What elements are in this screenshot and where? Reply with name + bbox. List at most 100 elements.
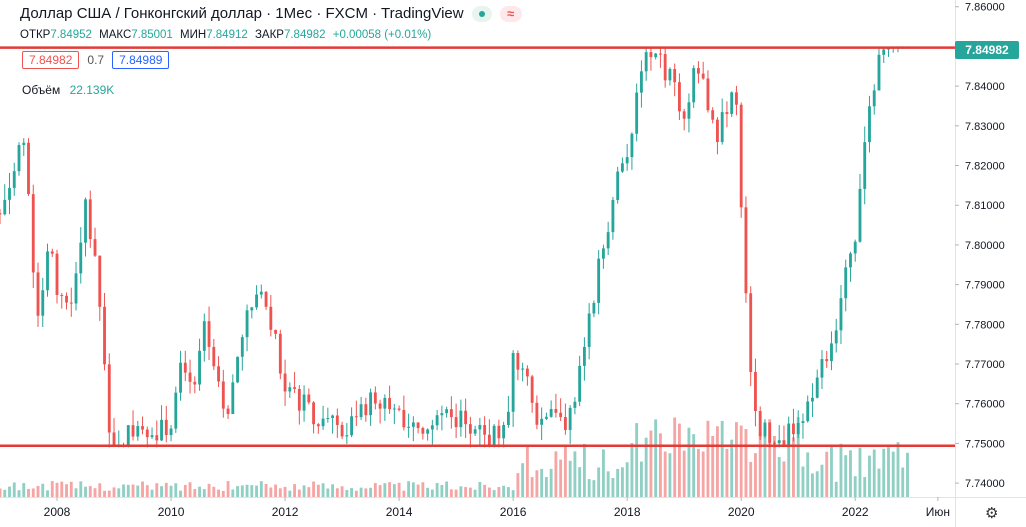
candle-body — [107, 364, 111, 433]
volume-bar — [516, 473, 520, 497]
candle-body — [392, 408, 396, 410]
volume-bar — [768, 419, 772, 497]
volume-bar — [416, 484, 420, 497]
volume-bar — [896, 442, 900, 497]
volume-bar — [497, 487, 501, 497]
volume-bar — [868, 455, 871, 497]
volume-bar — [46, 490, 49, 497]
volume-bar — [801, 466, 805, 497]
candle-body — [616, 171, 620, 201]
candle-body — [340, 424, 344, 437]
candle-body — [283, 373, 287, 392]
candle-body — [354, 416, 358, 418]
volume-bar — [611, 478, 615, 497]
volume-bar — [872, 449, 876, 497]
candle-body — [701, 73, 705, 79]
volume-bar — [815, 471, 819, 497]
candle-body — [678, 82, 681, 112]
market-status-icon[interactable] — [471, 5, 492, 22]
candle-body — [578, 365, 582, 402]
close-label: ЗАКР — [254, 29, 284, 41]
wave-icon[interactable]: ≈ — [499, 5, 522, 22]
candle-body — [236, 356, 239, 383]
time-tick-label: 2008 — [44, 505, 71, 519]
chart-title: Доллар США / Гонконгский доллар · 1Мес ·… — [20, 5, 464, 22]
volume-bar — [720, 420, 724, 497]
volume-bar — [36, 485, 40, 497]
volume-bar — [559, 459, 563, 497]
volume-bar — [307, 487, 311, 497]
volume-bar — [459, 486, 463, 497]
volume-bar — [117, 488, 121, 497]
candle-body — [388, 397, 392, 410]
candle-body — [549, 408, 553, 417]
volume-bar — [544, 477, 548, 497]
volume-bar — [55, 482, 59, 497]
price-tick-label: 7.86000 — [965, 2, 1005, 14]
volume-bar — [122, 484, 125, 497]
candle-body — [820, 359, 824, 378]
price-tick-label: 7.84000 — [965, 81, 1005, 93]
volume-bar — [711, 435, 715, 497]
volume-bar — [27, 488, 30, 497]
volume-bar — [435, 482, 439, 497]
candle-body — [12, 171, 16, 188]
volume-bar — [568, 460, 572, 497]
volume-bar — [150, 489, 154, 497]
volume-bar — [597, 467, 601, 497]
candle-body — [293, 387, 297, 389]
volume-bar — [84, 486, 87, 497]
candle-body — [245, 310, 249, 338]
candle-body — [601, 248, 605, 259]
volume-bar — [392, 484, 396, 497]
volume-bar — [849, 450, 852, 497]
candle-body — [744, 207, 748, 294]
candle-body — [877, 54, 881, 91]
volume-bar — [887, 447, 890, 497]
candle-body — [179, 362, 182, 393]
volume-bar — [255, 485, 258, 497]
candle-body — [559, 412, 563, 418]
volume-bar — [549, 468, 553, 497]
candle-body — [316, 424, 320, 427]
candle-body — [326, 418, 330, 420]
volume-bar — [183, 484, 187, 497]
candle-body — [84, 199, 87, 243]
sell-price-button[interactable]: 7.84982 — [22, 51, 80, 69]
spread-value: 0.7 — [87, 53, 105, 67]
volume-bar — [473, 489, 477, 497]
candle-body — [473, 429, 477, 434]
candle-body — [554, 408, 558, 413]
volume-bar — [369, 487, 373, 497]
change-value: +0.00058 (+0.01%) — [332, 29, 432, 41]
candle-body — [255, 294, 258, 308]
candle-body — [582, 346, 586, 366]
buy-price-button[interactable]: 7.84989 — [112, 51, 170, 69]
candle-body — [735, 92, 738, 105]
candle-body — [511, 352, 515, 412]
time-tick-label: 2010 — [158, 505, 185, 519]
volume-bar — [169, 485, 173, 497]
volume-bar — [312, 481, 316, 497]
candle-body — [625, 157, 629, 164]
candle-body — [587, 313, 591, 347]
volume-bar — [877, 468, 881, 497]
gear-icon[interactable]: ⚙ — [985, 505, 999, 522]
price-tick-label: 7.82000 — [965, 161, 1005, 173]
volume-bar — [706, 420, 710, 497]
volume-bar — [763, 427, 767, 497]
volume-bar — [65, 484, 68, 497]
candle-body — [288, 387, 292, 392]
volume-bar — [796, 417, 800, 497]
candle-body — [250, 307, 254, 311]
candle-body — [402, 409, 406, 428]
volume-bar — [716, 426, 719, 497]
candle-body — [806, 401, 810, 422]
volume-bar — [141, 481, 144, 497]
candle-body — [183, 362, 187, 373]
volume-bar — [739, 425, 743, 497]
volume-bar — [93, 488, 97, 497]
candle-body — [844, 267, 848, 299]
volume-bar — [644, 437, 648, 497]
